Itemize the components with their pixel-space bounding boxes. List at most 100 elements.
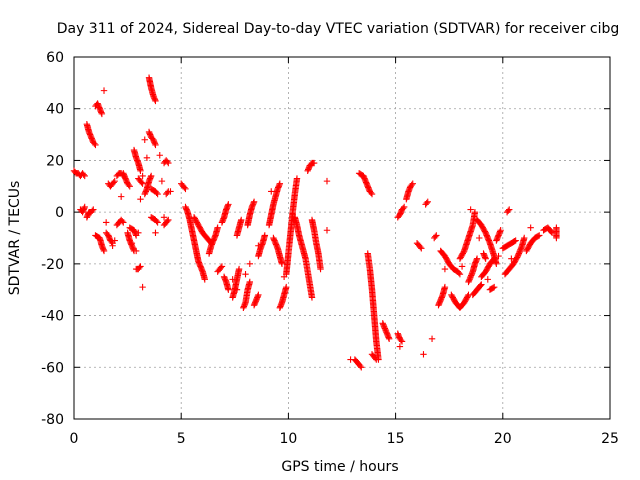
data-point bbox=[160, 214, 168, 221]
data-point bbox=[553, 234, 560, 242]
data-point bbox=[225, 201, 232, 208]
data-point bbox=[458, 263, 466, 270]
data-point bbox=[125, 181, 132, 189]
data-point bbox=[143, 154, 151, 162]
data-point bbox=[467, 206, 474, 213]
data-point bbox=[126, 183, 133, 190]
y-tick-label: -40 bbox=[41, 309, 64, 325]
data-point bbox=[136, 264, 143, 271]
data-point bbox=[137, 196, 144, 203]
data-point bbox=[108, 238, 115, 246]
data-point bbox=[80, 171, 87, 178]
data-point bbox=[441, 283, 449, 291]
data-point bbox=[139, 172, 146, 180]
data-point bbox=[464, 292, 471, 300]
data-point bbox=[478, 281, 485, 288]
data-point bbox=[521, 234, 528, 242]
data-point bbox=[280, 273, 288, 280]
data-point bbox=[120, 219, 127, 226]
data-point bbox=[293, 175, 301, 182]
data-point bbox=[111, 237, 118, 244]
data-point bbox=[91, 140, 98, 147]
data-point bbox=[238, 216, 245, 224]
data-point bbox=[373, 356, 380, 363]
data-point bbox=[310, 159, 318, 167]
data-point bbox=[408, 181, 415, 189]
data-point bbox=[92, 141, 99, 149]
x-tick-label: 20 bbox=[494, 431, 512, 447]
data-point bbox=[308, 294, 316, 301]
data-point bbox=[250, 198, 258, 205]
data-point bbox=[201, 276, 208, 283]
data-point bbox=[323, 177, 331, 185]
data-point bbox=[235, 265, 243, 273]
data-point bbox=[109, 242, 116, 249]
data-point bbox=[385, 335, 393, 343]
data-point bbox=[484, 276, 491, 283]
data-point bbox=[233, 286, 241, 293]
data-point bbox=[81, 203, 88, 211]
y-tick-label: 40 bbox=[46, 102, 64, 118]
data-point bbox=[110, 179, 117, 186]
data-point bbox=[506, 206, 513, 213]
data-point bbox=[214, 224, 221, 231]
data-point bbox=[138, 179, 145, 186]
data-point bbox=[420, 351, 427, 358]
data-point bbox=[455, 269, 463, 277]
data-point bbox=[89, 207, 96, 215]
y-tick-labels: -80 -60 -40 -20 0 20 40 60 bbox=[41, 50, 64, 428]
data-point bbox=[508, 255, 515, 262]
data-point bbox=[512, 237, 519, 244]
data-point bbox=[456, 271, 464, 278]
plot-frame bbox=[73, 56, 611, 420]
data-point bbox=[490, 256, 497, 263]
data-point bbox=[511, 238, 518, 245]
data-point bbox=[100, 247, 108, 255]
data-point bbox=[90, 206, 97, 213]
data-point bbox=[289, 211, 296, 218]
data-point bbox=[164, 189, 171, 196]
data-point bbox=[397, 336, 405, 344]
data-point bbox=[428, 335, 436, 343]
data-point bbox=[154, 190, 161, 198]
data-point bbox=[409, 180, 416, 187]
data-point bbox=[441, 265, 449, 273]
data-point bbox=[493, 260, 500, 268]
data-point bbox=[100, 87, 108, 94]
data-point bbox=[98, 110, 106, 118]
data-point bbox=[139, 283, 146, 291]
data-point bbox=[489, 284, 497, 291]
data-point bbox=[268, 188, 275, 195]
data-point bbox=[111, 177, 118, 185]
y-axis-label: SDTVAR / TECUs bbox=[7, 181, 23, 296]
data-point bbox=[152, 229, 159, 237]
data-point bbox=[141, 136, 148, 143]
data-point bbox=[497, 227, 504, 234]
y-tick-label: 60 bbox=[46, 50, 64, 66]
data-point bbox=[164, 158, 171, 165]
data-point bbox=[399, 205, 407, 212]
data-point bbox=[229, 276, 236, 283]
data-point bbox=[255, 242, 262, 249]
data-point bbox=[418, 245, 425, 252]
data-point bbox=[367, 189, 375, 196]
y-tick-label: 20 bbox=[46, 153, 64, 169]
data-point bbox=[276, 180, 284, 187]
data-point bbox=[323, 227, 331, 234]
data-point bbox=[165, 216, 172, 224]
data-point bbox=[423, 199, 430, 207]
data-point bbox=[372, 355, 379, 362]
x-tick-labels: 0 5 10 15 20 25 bbox=[70, 431, 619, 447]
data-point bbox=[81, 172, 88, 180]
data-point bbox=[424, 198, 431, 205]
data-point bbox=[119, 217, 126, 225]
y-tick-label: -60 bbox=[41, 360, 64, 376]
data-point bbox=[368, 190, 376, 198]
data-point bbox=[433, 232, 440, 239]
data-point bbox=[164, 217, 171, 225]
data-point bbox=[471, 208, 479, 216]
data-point bbox=[283, 283, 290, 291]
axis-ticks bbox=[73, 56, 611, 420]
data-points bbox=[70, 74, 560, 371]
data-point bbox=[246, 260, 254, 268]
